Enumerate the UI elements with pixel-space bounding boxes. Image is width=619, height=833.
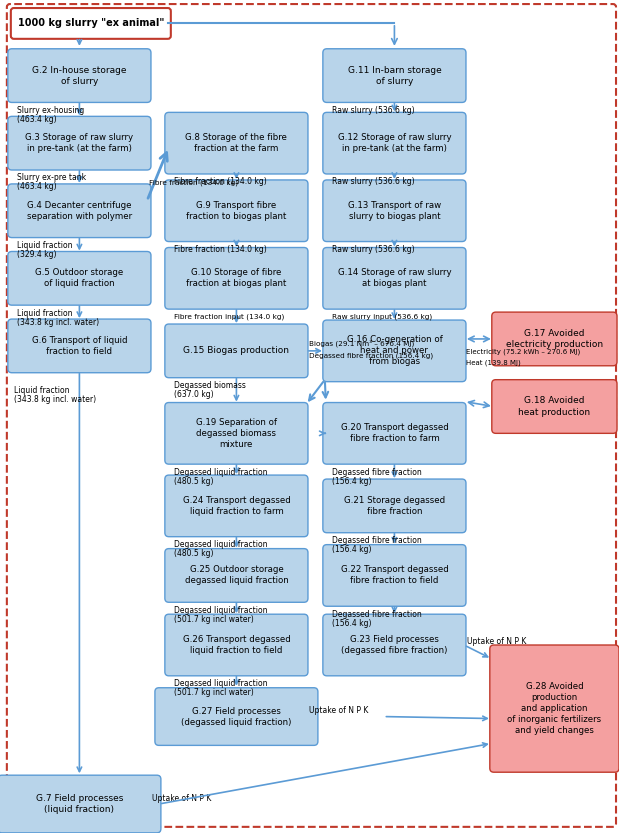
- FancyBboxPatch shape: [323, 614, 466, 676]
- Text: (156.4 kg): (156.4 kg): [332, 619, 371, 627]
- FancyBboxPatch shape: [323, 320, 466, 382]
- Text: Slurry ex-housing: Slurry ex-housing: [17, 106, 84, 115]
- Text: G.25 Outdoor storage
degassed liquid fraction: G.25 Outdoor storage degassed liquid fra…: [184, 566, 288, 586]
- Text: G.14 Storage of raw slurry
at biogas plant: G.14 Storage of raw slurry at biogas pla…: [337, 268, 451, 288]
- FancyBboxPatch shape: [11, 8, 171, 39]
- FancyBboxPatch shape: [490, 645, 619, 772]
- Text: Degassed liquid fraction: Degassed liquid fraction: [174, 606, 267, 615]
- Text: (501.7 kg incl water): (501.7 kg incl water): [174, 615, 254, 624]
- Text: (480.5 kg): (480.5 kg): [174, 549, 214, 558]
- Text: Uptake of N P K: Uptake of N P K: [309, 706, 368, 715]
- FancyBboxPatch shape: [492, 380, 617, 433]
- FancyBboxPatch shape: [165, 247, 308, 309]
- Text: Uptake of N P K: Uptake of N P K: [467, 636, 526, 646]
- Text: G.27 Field processes
(degassed liquid fraction): G.27 Field processes (degassed liquid fr…: [181, 706, 292, 726]
- FancyBboxPatch shape: [165, 324, 308, 377]
- Text: G.15 Biogas production: G.15 Biogas production: [183, 347, 290, 356]
- Text: G.21 Storage degassed
fibre fraction: G.21 Storage degassed fibre fraction: [344, 496, 445, 516]
- Text: G.9 Transport fibre
fraction to biogas plant: G.9 Transport fibre fraction to biogas p…: [186, 201, 287, 221]
- Text: Liquid fraction: Liquid fraction: [17, 241, 72, 250]
- Text: G.8 Storage of the fibre
fraction at the farm: G.8 Storage of the fibre fraction at the…: [186, 133, 287, 153]
- FancyBboxPatch shape: [323, 180, 466, 242]
- Text: Raw slurry input (536.6 kg): Raw slurry input (536.6 kg): [332, 314, 432, 321]
- Text: G.16 Co-generation of
heat and power
from biogas: G.16 Co-generation of heat and power fro…: [347, 335, 443, 367]
- FancyBboxPatch shape: [323, 402, 466, 464]
- Text: G.11 In-barn storage
of slurry: G.11 In-barn storage of slurry: [347, 66, 441, 86]
- Text: Degassed fibre fraction: Degassed fibre fraction: [332, 467, 422, 476]
- FancyBboxPatch shape: [0, 776, 161, 833]
- Text: G.20 Transport degassed
fibre fraction to farm: G.20 Transport degassed fibre fraction t…: [340, 423, 448, 443]
- Text: Fibre fraction (134.0 kg): Fibre fraction (134.0 kg): [174, 177, 267, 187]
- Text: G.2 In-house storage
of slurry: G.2 In-house storage of slurry: [32, 66, 127, 86]
- Text: Degassed fibre fraction (156.4 kg): Degassed fibre fraction (156.4 kg): [309, 352, 433, 359]
- Text: Raw slurry (536.6 kg): Raw slurry (536.6 kg): [332, 106, 415, 115]
- Text: Fibre fraction (134.0 kg): Fibre fraction (134.0 kg): [174, 245, 267, 254]
- Text: G.13 Transport of raw
slurry to biogas plant: G.13 Transport of raw slurry to biogas p…: [348, 201, 441, 221]
- Text: G.24 Transport degassed
liquid fraction to farm: G.24 Transport degassed liquid fraction …: [183, 496, 290, 516]
- FancyBboxPatch shape: [165, 549, 308, 602]
- Text: (463.4 kg): (463.4 kg): [17, 182, 56, 192]
- FancyBboxPatch shape: [8, 252, 151, 305]
- Text: G.5 Outdoor storage
of liquid fraction: G.5 Outdoor storage of liquid fraction: [35, 268, 124, 288]
- FancyBboxPatch shape: [492, 312, 617, 366]
- Text: G.4 Decanter centrifuge
separation with polymer: G.4 Decanter centrifuge separation with …: [27, 201, 132, 221]
- Text: G.28 Avoided
production
and application
of inorganic fertilizers
and yield chang: G.28 Avoided production and application …: [508, 682, 602, 736]
- Text: Electricity (75.2 kWh – 270.6 MJ): Electricity (75.2 kWh – 270.6 MJ): [466, 348, 580, 355]
- Text: (343.8 kg incl. water): (343.8 kg incl. water): [17, 317, 99, 327]
- FancyBboxPatch shape: [8, 49, 151, 102]
- FancyBboxPatch shape: [323, 49, 466, 102]
- Text: Degassed liquid fraction: Degassed liquid fraction: [174, 467, 267, 476]
- Text: (329.4 kg): (329.4 kg): [17, 250, 56, 259]
- FancyBboxPatch shape: [323, 479, 466, 533]
- Text: G.17 Avoided
electricity production: G.17 Avoided electricity production: [506, 329, 603, 349]
- Text: Heat (139.8 MJ): Heat (139.8 MJ): [466, 360, 521, 366]
- Text: Liquid fraction: Liquid fraction: [17, 308, 72, 317]
- Text: Liquid fraction: Liquid fraction: [14, 387, 69, 395]
- FancyBboxPatch shape: [323, 247, 466, 309]
- Text: G.6 Transport of liquid
fraction to field: G.6 Transport of liquid fraction to fiel…: [32, 336, 127, 356]
- Text: (343.8 kg incl. water): (343.8 kg incl. water): [14, 395, 96, 404]
- Text: (463.4 kg): (463.4 kg): [17, 115, 56, 124]
- Text: Fibre fraction input (134.0 kg): Fibre fraction input (134.0 kg): [174, 314, 284, 321]
- FancyBboxPatch shape: [165, 614, 308, 676]
- Text: G.26 Transport degassed
liquid fraction to field: G.26 Transport degassed liquid fraction …: [183, 635, 290, 655]
- Text: Biogas (29.1 Nm³ – 676.4 MJ): Biogas (29.1 Nm³ – 676.4 MJ): [309, 339, 414, 347]
- FancyBboxPatch shape: [165, 402, 308, 464]
- Text: (156.4 kg): (156.4 kg): [332, 476, 371, 486]
- Text: (480.5 kg): (480.5 kg): [174, 476, 214, 486]
- Text: Raw slurry (536.6 kg): Raw slurry (536.6 kg): [332, 177, 415, 187]
- Text: G.22 Transport degassed
fibre fraction to field: G.22 Transport degassed fibre fraction t…: [340, 566, 448, 586]
- Text: Fibre fraction (134.0 kg): Fibre fraction (134.0 kg): [149, 180, 238, 186]
- Text: 1000 kg slurry "ex animal": 1000 kg slurry "ex animal": [18, 18, 165, 28]
- Text: (156.4 kg): (156.4 kg): [332, 545, 371, 554]
- FancyBboxPatch shape: [323, 545, 466, 606]
- Text: Uptake of N P K: Uptake of N P K: [152, 794, 211, 802]
- Text: G.10 Storage of fibre
fraction at biogas plant: G.10 Storage of fibre fraction at biogas…: [186, 268, 287, 288]
- Text: Slurry ex-pre tank: Slurry ex-pre tank: [17, 173, 86, 182]
- Text: Degassed fibre fraction: Degassed fibre fraction: [332, 536, 422, 545]
- FancyBboxPatch shape: [8, 184, 151, 237]
- FancyBboxPatch shape: [155, 688, 318, 746]
- Text: G.3 Storage of raw slurry
in pre-tank (at the farm): G.3 Storage of raw slurry in pre-tank (a…: [25, 133, 134, 153]
- Text: G.12 Storage of raw slurry
in pre-tank (at the farm): G.12 Storage of raw slurry in pre-tank (…: [337, 133, 451, 153]
- Text: (501.7 kg incl water): (501.7 kg incl water): [174, 688, 254, 697]
- FancyBboxPatch shape: [165, 112, 308, 174]
- FancyBboxPatch shape: [323, 112, 466, 174]
- Text: Raw slurry (536.6 kg): Raw slurry (536.6 kg): [332, 245, 415, 254]
- FancyBboxPatch shape: [8, 117, 151, 170]
- FancyBboxPatch shape: [165, 180, 308, 242]
- Text: G.7 Field processes
(liquid fraction): G.7 Field processes (liquid fraction): [36, 794, 123, 814]
- FancyBboxPatch shape: [165, 475, 308, 536]
- Text: Degassed liquid fraction: Degassed liquid fraction: [174, 679, 267, 688]
- Text: (637.0 kg): (637.0 kg): [174, 390, 214, 399]
- FancyBboxPatch shape: [8, 319, 151, 372]
- Text: G.19 Separation of
degassed biomass
mixture: G.19 Separation of degassed biomass mixt…: [196, 417, 277, 449]
- Text: Degassed biomass: Degassed biomass: [174, 382, 246, 390]
- Text: Degassed fibre fraction: Degassed fibre fraction: [332, 610, 422, 619]
- Text: G.18 Avoided
heat production: G.18 Avoided heat production: [518, 397, 591, 416]
- Text: G.23 Field processes
(degassed fibre fraction): G.23 Field processes (degassed fibre fra…: [341, 635, 448, 655]
- Text: Degassed liquid fraction: Degassed liquid fraction: [174, 540, 267, 549]
